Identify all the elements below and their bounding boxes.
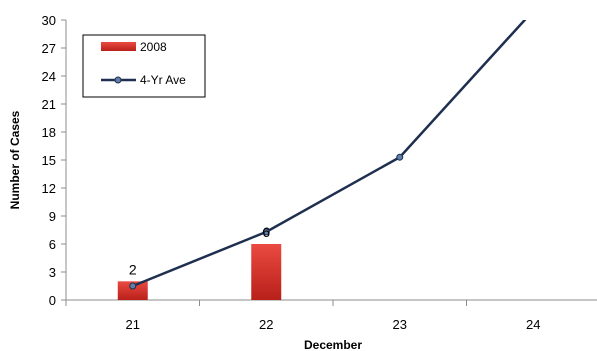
point-4yr-ave-21 <box>129 282 137 290</box>
legend: 2008 4-Yr Ave <box>82 34 206 98</box>
y-tick-group: 0 3 6 9 12 15 18 21 24 27 30 <box>42 13 66 308</box>
y-tick-label: 0 <box>49 293 56 308</box>
data-label-group: 26 <box>129 224 271 277</box>
bar-series <box>117 244 282 300</box>
legend-swatch-2008 <box>101 42 136 51</box>
x-tick-label: 24 <box>526 317 540 332</box>
legend-label-4yr-ave: 4-Yr Ave <box>140 73 186 87</box>
y-tick-label: 3 <box>49 265 56 280</box>
y-tick-label: 9 <box>49 209 56 224</box>
y-tick-label: 30 <box>42 13 56 28</box>
y-tick-label: 24 <box>42 69 56 84</box>
legend-marker-4yr-ave <box>114 76 122 84</box>
point-4yr-ave-23 <box>396 153 404 161</box>
y-axis-title: Number of Cases <box>8 110 22 209</box>
x-tick-label: 21 <box>126 317 140 332</box>
y-tick-label: 27 <box>42 41 56 56</box>
y-tick-label: 15 <box>42 153 56 168</box>
x-axis-title: December <box>304 338 362 351</box>
y-tick-label: 12 <box>42 181 56 196</box>
bar-2008-22 <box>251 244 282 300</box>
point-4yr-ave-22 <box>262 228 270 236</box>
y-tick-label: 18 <box>42 125 56 140</box>
line-series-group <box>129 20 527 290</box>
data-label-2008-22: 6 <box>262 224 270 240</box>
y-tick-label: 21 <box>42 97 56 112</box>
x-tick-label: 23 <box>393 317 407 332</box>
data-label-2008-21: 2 <box>129 261 137 277</box>
y-tick-label: 6 <box>49 237 56 252</box>
bar-2008-21 <box>117 281 148 300</box>
legend-label-2008: 2008 <box>140 40 167 54</box>
x-tick-label: 22 <box>259 317 273 332</box>
x-tick-group: 21 22 23 24 <box>65 300 540 332</box>
line-4yr-ave <box>132 20 527 288</box>
